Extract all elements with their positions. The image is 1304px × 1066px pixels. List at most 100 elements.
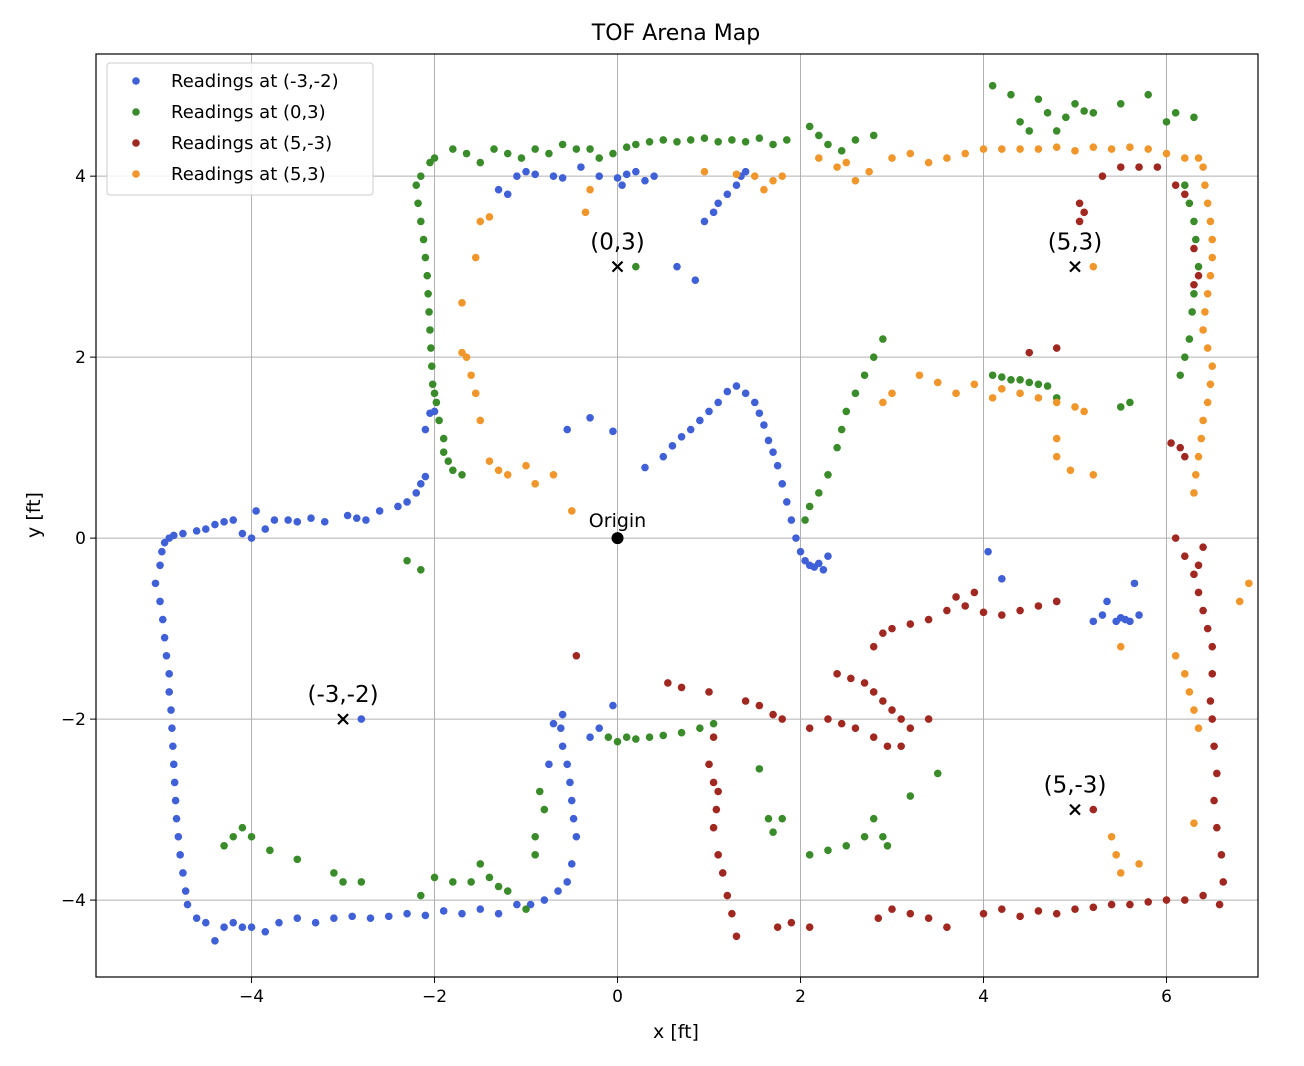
data-point-series-0 — [741, 389, 750, 398]
data-point-series-2 — [888, 706, 896, 714]
data-point-series-3 — [1066, 466, 1075, 475]
data-point-series-3 — [1181, 154, 1189, 162]
origin-point — [611, 532, 624, 545]
data-point-series-1 — [709, 719, 718, 728]
data-point-series-0 — [819, 565, 828, 574]
data-point-series-0 — [169, 742, 177, 751]
data-point-series-3 — [1171, 651, 1180, 660]
data-point-series-1 — [645, 733, 654, 742]
data-point-series-0 — [984, 547, 992, 556]
data-point-series-3 — [462, 353, 471, 361]
data-point-series-2 — [1181, 896, 1189, 904]
data-point-series-1 — [412, 181, 421, 190]
data-point-series-2 — [1071, 905, 1079, 913]
data-point-series-2 — [1181, 452, 1189, 461]
data-point-series-3 — [1208, 362, 1217, 370]
data-point-series-0 — [261, 927, 270, 936]
data-point-series-3 — [906, 149, 915, 158]
data-point-series-0 — [824, 552, 832, 561]
data-point-series-0 — [192, 527, 201, 535]
data-point-series-3 — [1089, 470, 1098, 479]
data-point-series-3 — [1203, 199, 1212, 208]
data-point-series-0 — [705, 407, 713, 416]
data-point-series-0 — [563, 760, 572, 769]
data-point-series-1 — [426, 326, 434, 334]
data-point-series-3 — [1190, 819, 1198, 827]
data-point-series-2 — [1075, 199, 1084, 208]
data-point-series-0 — [366, 914, 375, 922]
data-point-series-2 — [773, 923, 782, 932]
data-point-series-0 — [169, 760, 178, 769]
data-point-series-1 — [531, 851, 539, 859]
data-point-series-0 — [1135, 611, 1143, 619]
legend-label: Readings at (-3,-2) — [171, 71, 339, 92]
data-point-series-2 — [1080, 208, 1088, 217]
data-point-series-0 — [586, 413, 594, 422]
data-point-series-0 — [421, 472, 430, 481]
data-point-series-3 — [1203, 398, 1212, 407]
data-point-series-0 — [622, 170, 631, 179]
data-point-series-1 — [1185, 199, 1194, 208]
data-point-series-0 — [613, 174, 622, 182]
data-point-series-0 — [362, 516, 370, 524]
data-point-series-2 — [1210, 742, 1218, 751]
data-point-series-0 — [673, 262, 681, 271]
data-point-series-1 — [659, 136, 668, 144]
data-point-series-3 — [915, 371, 924, 380]
chart-title: TOF Arena Map — [591, 21, 760, 46]
data-point-series-0 — [170, 778, 179, 787]
data-point-series-1 — [1007, 90, 1015, 99]
data-point-series-1 — [1190, 289, 1198, 298]
data-point-series-0 — [641, 463, 649, 472]
data-point-series-1 — [869, 353, 878, 361]
data-point-series-0 — [577, 163, 585, 171]
position-markers: (0,3) (5,3) (-3,-2) (5,-3) Origin — [307, 230, 1106, 816]
data-point-series-1 — [833, 443, 841, 452]
data-point-series-1 — [622, 143, 631, 152]
data-point-series-2 — [1208, 642, 1217, 651]
data-point-series-1 — [851, 136, 860, 144]
data-point-series-0 — [732, 382, 741, 390]
data-point-series-1 — [1194, 262, 1203, 271]
data-point-series-0 — [732, 181, 741, 190]
data-point-series-2 — [1153, 163, 1162, 171]
data-point-series-0 — [998, 575, 1006, 583]
data-point-series-1 — [700, 134, 709, 142]
data-point-series-3 — [1016, 145, 1024, 153]
data-point-series-2 — [677, 683, 686, 692]
data-point-series-1 — [988, 371, 997, 380]
data-point-series-1 — [458, 470, 466, 479]
data-point-series-0 — [174, 832, 183, 841]
data-point-series-1 — [421, 253, 430, 262]
data-point-series-2 — [961, 602, 970, 610]
position-marker-label: (5,3) — [1048, 230, 1103, 256]
data-point-series-1 — [778, 814, 787, 823]
data-point-series-1 — [632, 735, 640, 743]
data-point-series-3 — [1112, 851, 1120, 859]
origin-label: Origin — [589, 510, 646, 532]
data-point-series-0 — [412, 489, 421, 497]
data-point-series-0 — [160, 633, 169, 642]
legend-label: Readings at (5,-3) — [171, 133, 332, 154]
data-point-series-3 — [778, 172, 787, 180]
data-point-series-1 — [266, 846, 274, 855]
data-point-series-0 — [275, 918, 283, 927]
data-point-series-2 — [1176, 443, 1185, 452]
data-point-series-2 — [906, 724, 915, 732]
data-point-series-0 — [430, 407, 439, 416]
data-point-series-1 — [1162, 118, 1171, 126]
x-tick-label: −2 — [422, 987, 447, 1007]
data-point-series-1 — [860, 832, 869, 841]
data-point-series-3 — [485, 213, 494, 221]
data-point-series-3 — [1181, 670, 1189, 678]
data-point-series-3 — [750, 172, 759, 180]
position-x-marker — [1069, 260, 1081, 273]
data-point-series-0 — [586, 733, 594, 742]
data-point-series-0 — [563, 878, 572, 886]
data-point-series-1 — [998, 373, 1006, 381]
data-point-series-3 — [1116, 642, 1125, 651]
data-point-series-3 — [988, 394, 997, 402]
data-point-series-1 — [403, 556, 411, 565]
data-point-series-3 — [1185, 688, 1194, 696]
